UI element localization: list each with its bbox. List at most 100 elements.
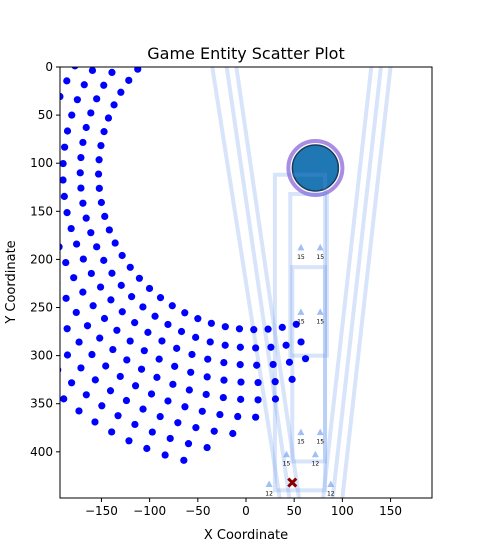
entity-dot xyxy=(63,351,72,359)
entity-dot xyxy=(100,314,109,323)
big-entity-ring xyxy=(286,139,345,198)
entity-dot xyxy=(89,302,97,310)
entity-dot xyxy=(75,338,83,346)
entity-dot xyxy=(79,138,87,147)
small-entity-label: 15 xyxy=(316,439,324,446)
entity-dot xyxy=(105,226,113,234)
beam-line xyxy=(210,67,282,498)
entity-dot xyxy=(278,323,286,331)
y-tick-label: 150 xyxy=(30,204,53,218)
entity-dot xyxy=(71,67,79,70)
entity-dot xyxy=(72,240,81,248)
entity-dot xyxy=(88,350,96,359)
y-tick-label: 250 xyxy=(30,301,53,315)
entity-dot xyxy=(220,359,228,367)
entity-dot xyxy=(156,294,165,302)
entity-dot xyxy=(131,382,140,390)
entity-dot xyxy=(79,199,87,207)
entity-dot xyxy=(198,407,206,415)
entity-dot xyxy=(62,258,70,267)
entity-dot xyxy=(104,114,113,122)
entity-dot xyxy=(271,378,279,386)
entity-dot xyxy=(100,81,108,89)
entity-dot xyxy=(207,319,215,327)
small-entity-label: 15 xyxy=(316,254,324,261)
entity-dot xyxy=(60,176,67,184)
x-axis-label: X Coordinate xyxy=(204,528,288,543)
entity-dot xyxy=(221,323,229,331)
markers-layer: 15 15 15 15 15 15 15 12 12 12 xyxy=(265,243,335,498)
entity-dot xyxy=(220,376,228,384)
entity-dot xyxy=(80,81,88,89)
entity-dot xyxy=(139,303,147,311)
entity-dot xyxy=(122,396,131,405)
small-entity-label: 15 xyxy=(297,318,305,325)
chart-title: Game Entity Scatter Plot xyxy=(147,44,344,63)
entity-dot xyxy=(203,373,211,381)
entity-dot xyxy=(117,281,125,289)
small-entity-label: 12 xyxy=(327,491,335,498)
entity-dot xyxy=(98,402,106,410)
entity-dot xyxy=(288,375,296,383)
entity-dot xyxy=(67,379,76,387)
entity-dot xyxy=(234,412,242,421)
small-entity-marker xyxy=(316,308,324,315)
y-tick-label: 300 xyxy=(30,349,53,363)
entity-dot xyxy=(118,251,126,260)
big-entity-circle xyxy=(291,144,340,192)
entity-dot xyxy=(72,308,80,317)
entity-dot xyxy=(253,361,261,369)
entity-dot xyxy=(236,343,244,351)
entity-dot xyxy=(188,350,196,359)
entity-dot xyxy=(184,440,193,448)
entity-dot xyxy=(264,325,272,333)
y-tick-label: 200 xyxy=(30,252,53,266)
entity-dot xyxy=(118,308,126,316)
entity-dot xyxy=(60,243,63,251)
entity-dot xyxy=(131,420,139,429)
entity-dot xyxy=(164,320,172,329)
entity-dot xyxy=(125,76,133,84)
entity-dot xyxy=(202,390,210,399)
entity-dot xyxy=(128,293,136,301)
entity-dot xyxy=(216,410,224,419)
entity-dot xyxy=(77,184,85,192)
entity-dot xyxy=(63,77,71,85)
entity-dot xyxy=(203,443,211,452)
entity-dot xyxy=(117,88,125,96)
entity-dot xyxy=(177,327,186,336)
entity-dot xyxy=(187,368,195,376)
entity-dot xyxy=(111,239,119,247)
small-entity-marker xyxy=(311,450,319,458)
entity-dot xyxy=(60,159,67,168)
entity-dot xyxy=(102,362,110,370)
entity-dot xyxy=(143,444,151,453)
entity-dot xyxy=(254,396,262,404)
entity-dot xyxy=(82,391,90,399)
entity-dot xyxy=(116,372,124,381)
small-entity-label: 15 xyxy=(283,461,291,468)
entity-dot xyxy=(96,334,104,342)
y-tick-label: 50 xyxy=(38,108,53,122)
zone-box xyxy=(272,172,328,493)
small-entity-marker xyxy=(316,428,324,436)
entity-dot xyxy=(107,296,115,304)
entity-dot xyxy=(79,288,87,296)
entity-dot xyxy=(173,344,181,352)
entity-dot xyxy=(97,141,105,150)
entity-dot xyxy=(192,333,200,341)
entity-dot xyxy=(181,309,189,317)
entity-dot xyxy=(79,255,87,263)
entity-dot xyxy=(229,429,237,438)
x-tick-label: −150 xyxy=(85,504,118,518)
y-axis: 0 50 100 150 200 250 300 350 400 xyxy=(30,60,60,459)
entity-dot xyxy=(97,198,105,207)
entity-dot xyxy=(126,263,134,271)
y-axis-label: Y Coordinate xyxy=(4,240,19,324)
entity-dot xyxy=(82,123,90,132)
y-tick-label: 350 xyxy=(30,397,53,411)
small-entity-label: 15 xyxy=(297,439,305,446)
entity-dot xyxy=(123,356,131,364)
entity-dot xyxy=(101,212,109,221)
dots-layer xyxy=(60,67,310,464)
